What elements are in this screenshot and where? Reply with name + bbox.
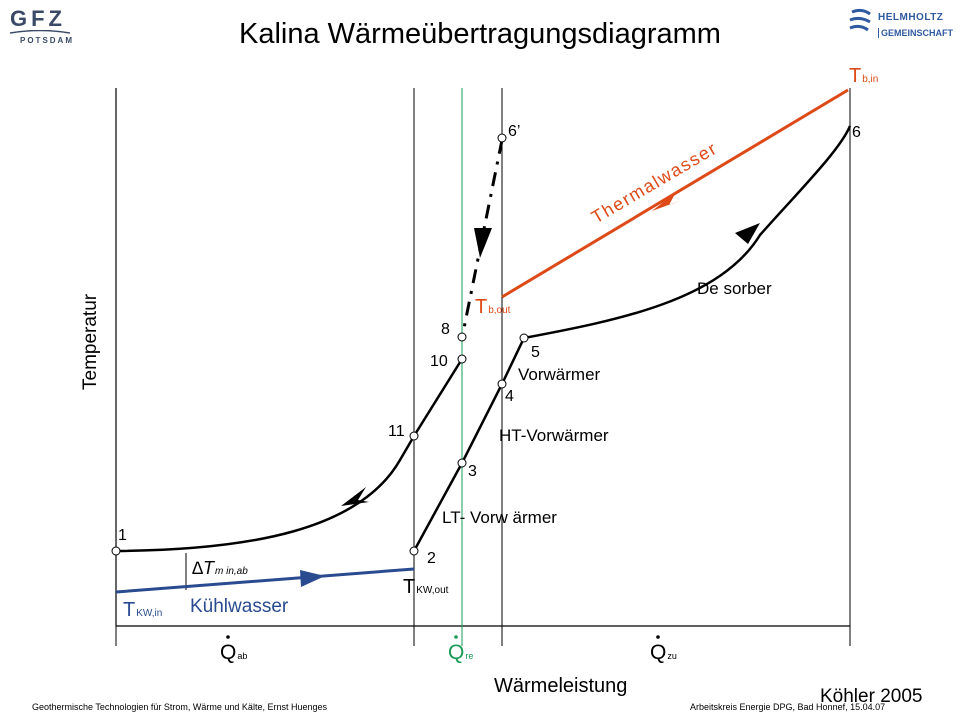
kuehlwasser-line	[115, 567, 415, 594]
point-10	[457, 354, 467, 364]
dot-q-ab	[226, 635, 230, 639]
gfz-logo-text: GFZ	[10, 6, 66, 31]
point-6prime	[497, 133, 507, 143]
gfz-logo-subtext: POTSDAM	[20, 36, 74, 45]
author-credit: Köhler 2005	[820, 686, 923, 707]
point-8	[457, 332, 467, 342]
dot-q-zu	[656, 635, 660, 639]
label-t-b-out: Tb,out	[475, 296, 511, 318]
label-point-5: 5	[531, 344, 540, 361]
label-lt-vorwaermer: LT- Vorw ärmer	[442, 508, 557, 527]
label-vorwaermer: Vorwärmer	[518, 365, 601, 384]
label-t-b-in: Tb,in	[849, 65, 878, 87]
helmholtz-logo: HELMHOLTZ GEMEINSCHAFT	[848, 8, 958, 50]
label-q-zu: Qzu	[650, 641, 677, 664]
process-arrow-heating	[735, 223, 760, 244]
label-point-10: 10	[430, 353, 448, 370]
label-point-6: 6	[852, 124, 861, 141]
helmholtz-logo-line1: HELMHOLTZ	[878, 12, 944, 23]
process-arrow-cooling	[341, 487, 369, 506]
x-axis-label: Wärmeleistung	[494, 675, 627, 697]
point-1	[111, 546, 121, 556]
process-curve-2-6	[412, 125, 852, 552]
label-point-11: 11	[388, 423, 405, 440]
footer-left: Geothermische Technologien für Strom, Wä…	[32, 702, 327, 712]
dot-q-re	[454, 635, 458, 639]
label-kuehlwasser: Kühlwasser	[190, 596, 289, 617]
label-t-kw-out: TKW,out	[403, 576, 449, 598]
label-point-6prime: 6’	[508, 123, 520, 140]
thermalwasser-arrow	[652, 192, 682, 211]
page-title: Kalina Wärmeübertragungsdiagramm	[239, 18, 721, 50]
point-3	[457, 458, 467, 468]
point-11	[409, 431, 419, 441]
helmholtz-mark-icon	[849, 8, 871, 32]
point-4	[497, 379, 507, 389]
label-point-4: 4	[505, 388, 514, 405]
gfz-logo: GFZ POTSDAM	[10, 6, 80, 50]
footer-right: Arbeitskreis Energie DPG, Bad Honnef, 15…	[690, 702, 886, 712]
expansion-arrow	[474, 228, 492, 258]
label-t-kw-in: TKW,in	[123, 599, 162, 621]
label-point-2: 2	[427, 550, 436, 567]
label-q-ab: Qab	[220, 641, 247, 664]
label-desorber: De sorber	[697, 279, 772, 298]
process-curve-1-10	[115, 358, 464, 553]
kuehlwasser-arrow	[300, 570, 325, 587]
label-point-3: 3	[468, 463, 477, 480]
label-delta-t-min: ∆Tm in,ab	[192, 558, 248, 578]
helmholtz-logo-line2: GEMEINSCHAFT	[878, 28, 953, 38]
label-thermalwasser: Thermalwasser	[588, 138, 721, 228]
y-axis-label: Temperatur	[80, 293, 101, 390]
label-point-8: 8	[441, 321, 450, 338]
label-ht-vorwaermer: HT-Vorwärmer	[499, 426, 609, 445]
label-point-1: 1	[118, 527, 127, 544]
gfz-swoosh-icon	[10, 30, 70, 34]
point-5	[519, 333, 529, 343]
point-2	[409, 546, 419, 556]
label-q-re: Qre	[448, 641, 473, 664]
